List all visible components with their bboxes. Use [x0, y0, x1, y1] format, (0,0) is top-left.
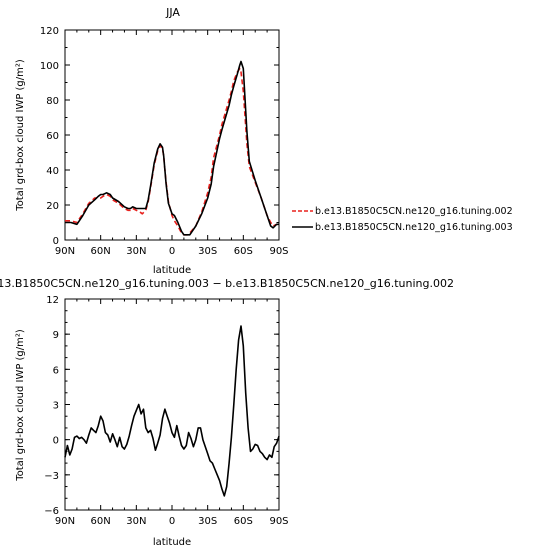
- x-tick-label: 90N: [55, 246, 75, 257]
- y-tick-label: 100: [40, 61, 59, 72]
- y-tick-label: 12: [46, 295, 59, 306]
- x-tick-label: 60N: [91, 516, 111, 527]
- legend-label-series-2: b.e13.B1850C5CN.ne120_g16.tuning.003: [315, 222, 513, 233]
- y-tick-label: −3: [44, 471, 59, 482]
- top-series-group: [65, 60, 279, 236]
- y-tick-label: 40: [46, 166, 59, 177]
- x-tick-label: 90S: [269, 516, 288, 527]
- bottom-panel: b.e13.B1850C5CN.ne120_g16.tuning.003 − b…: [0, 277, 454, 548]
- x-tick-label: 30S: [198, 516, 217, 527]
- x-tick-label: 30N: [126, 246, 146, 257]
- x-tick-label: 60S: [234, 516, 253, 527]
- x-tick-label: 30S: [198, 246, 217, 257]
- y-tick-label: 120: [40, 26, 59, 37]
- top-title: JJA: [165, 6, 180, 19]
- x-tick-label: 90N: [55, 516, 75, 527]
- y-tick-label: 3: [53, 401, 59, 412]
- x-tick-label: 60N: [91, 246, 111, 257]
- x-tick-label: 60S: [234, 246, 253, 257]
- bottom-x-axis-label: latitude: [153, 537, 191, 548]
- y-tick-label: 9: [53, 330, 59, 341]
- x-tick-label: 90S: [269, 246, 288, 257]
- top-plot-frame: [64, 29, 280, 241]
- series-line-1: [64, 325, 280, 497]
- bottom-y-axis-label: Total grd-box cloud IWP (g/m²): [15, 329, 26, 482]
- x-tick-label: 0: [169, 516, 175, 527]
- bottom-series-group: [64, 325, 280, 497]
- y-tick-label: 0: [53, 236, 59, 247]
- top-axis-ticks: 90N 60N 30N 0 30S 60S 90S 0 20 40 60 80 100 120: [40, 26, 289, 257]
- y-tick-label: 6: [53, 365, 59, 376]
- bottom-plot-frame: [64, 298, 280, 511]
- top-panel: JJA 90N 60N 30N 0 30S 60S 90S 0 20 40 60 80 100 120 l…: [15, 6, 513, 276]
- bottom-axis-ticks: 90N 60N 30N 0 30S 60S 90S −6 −3 0 3 6 9 12: [44, 295, 288, 527]
- legend-label-series-1: b.e13.B1850C5CN.ne120_g16.tuning.002: [315, 206, 513, 217]
- y-tick-label: 20: [46, 201, 59, 212]
- y-tick-label: 80: [46, 96, 59, 107]
- bottom-title: b.e13.B1850C5CN.ne120_g16.tuning.003 − b…: [0, 277, 454, 290]
- x-tick-label: 0: [169, 246, 175, 257]
- top-y-axis-label: Total grd-box cloud IWP (g/m²): [15, 59, 26, 212]
- legend: b.e13.B1850C5CN.ne120_g16.tuning.002 b.e…: [292, 206, 513, 233]
- x-tick-label: 30N: [126, 516, 146, 527]
- y-tick-label: 0: [53, 436, 59, 447]
- series-line-2: [65, 60, 279, 236]
- y-tick-label: 60: [46, 131, 59, 142]
- top-x-axis-label: latitude: [153, 265, 191, 276]
- y-tick-label: −6: [44, 506, 59, 517]
